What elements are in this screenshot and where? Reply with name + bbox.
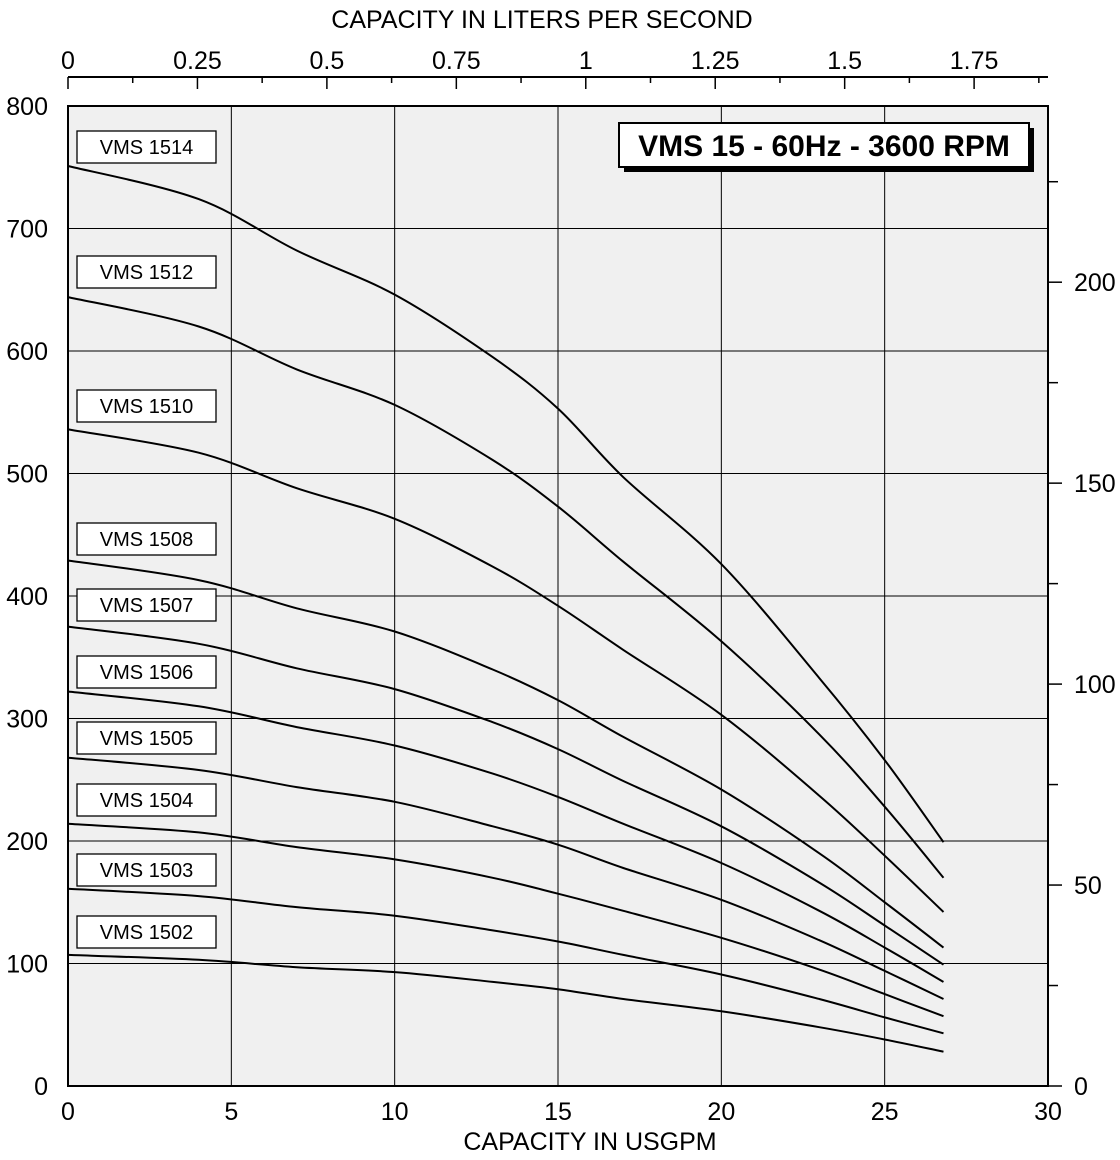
- y-tick-label: 400: [6, 583, 48, 611]
- y2-tick-label: 0: [1074, 1073, 1088, 1101]
- series-label-vms-1503: VMS 1503: [76, 853, 217, 887]
- series-label-vms-1512: VMS 1512: [76, 255, 217, 289]
- series-label-text: VMS 1504: [100, 790, 193, 812]
- series-label-box: [76, 721, 217, 755]
- y-tick-label: 800: [6, 93, 48, 121]
- y2-tick-label: 150: [1074, 470, 1116, 498]
- series-label-box: [76, 915, 217, 949]
- x-axis-title: CAPACITY IN USGPM: [463, 1128, 716, 1156]
- series-curve-vms-1502: [67, 953, 944, 1053]
- series-label-box: [76, 389, 217, 423]
- y-tick-label: 0: [34, 1073, 48, 1101]
- series-label-vms-1508: VMS 1508: [76, 522, 217, 556]
- series-curve-vms-1510: [67, 428, 945, 913]
- series-curve-vms-1512: [67, 296, 945, 879]
- x2-tick-label: 0.25: [173, 47, 222, 75]
- curves: [67, 165, 945, 1053]
- grid: [68, 106, 1048, 1086]
- series-curve-vms-1508: [67, 559, 945, 949]
- series-curve-vms-1504: [67, 822, 944, 1018]
- series-curve-vms-1505: [67, 756, 944, 1000]
- series-label-box: [76, 853, 217, 887]
- series-label-box: [76, 588, 217, 622]
- chart-title-frame: [618, 122, 1030, 168]
- x2-tick-label: 1: [579, 47, 593, 75]
- chart-title: VMS 15 - 60Hz - 3600 RPM: [638, 130, 1010, 163]
- x2-axis-title: CAPACITY IN LITERS PER SECOND: [331, 6, 752, 34]
- series-label-vms-1504: VMS 1504: [76, 783, 217, 817]
- x-tick-label: 15: [544, 1098, 572, 1126]
- x-tick-label: 10: [381, 1098, 409, 1126]
- series-label-vms-1510: VMS 1510: [76, 389, 217, 423]
- y-tick-label: 700: [6, 216, 48, 244]
- series-labels: VMS 1514 VMS 1512 VMS 1510 VMS 1508 VMS 1507…: [76, 130, 217, 949]
- y-tick-label: 200: [6, 828, 48, 856]
- y2-tick-label: 50: [1074, 872, 1102, 900]
- series-curve-vms-1507: [67, 625, 945, 966]
- x-tick-label: 25: [871, 1098, 899, 1126]
- series-curve-vms-1514: [67, 165, 945, 843]
- series-label-box: [76, 255, 217, 289]
- series-label-vms-1506: VMS 1506: [76, 655, 217, 689]
- series-label-text: VMS 1506: [100, 662, 193, 684]
- series-label-text: VMS 1502: [100, 922, 193, 944]
- series-label-text: VMS 1508: [100, 529, 193, 551]
- y-tick-label: 500: [6, 461, 48, 489]
- series-label-vms-1505: VMS 1505: [76, 721, 217, 755]
- series-label-vms-1502: VMS 1502: [76, 915, 217, 949]
- series-label-text: VMS 1505: [100, 728, 193, 750]
- series-label-box: [76, 522, 217, 556]
- y2-tick-label: 200: [1074, 269, 1116, 297]
- x-tick-label: 0: [61, 1098, 75, 1126]
- series-label-text: VMS 1510: [100, 396, 193, 418]
- x2-tick-label: 1.5: [827, 47, 862, 75]
- series-label-text: VMS 1507: [100, 595, 193, 617]
- series-label-text: VMS 1512: [100, 262, 193, 284]
- x2-tick-label: 0.75: [432, 47, 481, 75]
- series-label-vms-1507: VMS 1507: [76, 588, 217, 622]
- series-label-box: [76, 783, 217, 817]
- series-label-text: VMS 1514: [100, 137, 193, 159]
- series-curve-vms-1506: [67, 690, 945, 983]
- series-label-text: VMS 1503: [100, 860, 193, 882]
- x2-tick-label: 0.5: [310, 47, 345, 75]
- y-tick-label: 300: [6, 706, 48, 734]
- x2-tick-label: 1.25: [691, 47, 740, 75]
- y-tick-label: 600: [6, 338, 48, 366]
- x2-tick-label: 1.75: [950, 47, 999, 75]
- y-tick-label: 100: [6, 951, 48, 979]
- series-curve-vms-1503: [67, 887, 944, 1035]
- series-label-box: [76, 655, 217, 689]
- x-tick-label: 5: [224, 1098, 238, 1126]
- x2-tick-label: 0: [61, 47, 75, 75]
- x-tick-label: 30: [1034, 1098, 1062, 1126]
- y2-tick-label: 100: [1074, 671, 1116, 699]
- chart-title-box: VMS 15 - 60Hz - 3600 RPM: [618, 122, 1034, 172]
- x-tick-label: 20: [707, 1098, 735, 1126]
- series-label-vms-1514: VMS 1514: [76, 130, 217, 164]
- series-label-box: [76, 130, 217, 164]
